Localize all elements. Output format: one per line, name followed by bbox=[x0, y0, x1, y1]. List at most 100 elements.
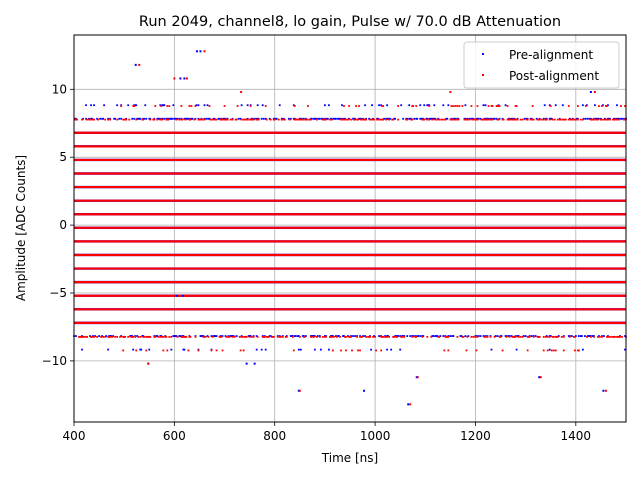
post-alignment-point bbox=[476, 118, 479, 121]
pre-alignment-point bbox=[175, 294, 178, 297]
pre-alignment-point bbox=[261, 104, 264, 107]
post-alignment-point bbox=[621, 335, 623, 338]
pre-alignment-point bbox=[333, 117, 335, 120]
post-alignment-point bbox=[519, 335, 522, 338]
post-alignment-point bbox=[240, 118, 243, 121]
post-alignment-point bbox=[109, 118, 112, 121]
post-alignment-point bbox=[248, 118, 251, 121]
post-alignment-point bbox=[613, 335, 615, 338]
post-alignment-point bbox=[498, 105, 501, 107]
post-alignment-point bbox=[585, 335, 588, 338]
pre-alignment-point bbox=[213, 335, 216, 337]
post-alignment-point bbox=[550, 349, 553, 352]
pre-alignment-point bbox=[549, 335, 552, 337]
post-alignment-point bbox=[514, 335, 517, 338]
post-alignment-point bbox=[97, 118, 99, 121]
pre-alignment-point bbox=[311, 335, 314, 337]
pre-alignment-point bbox=[334, 117, 336, 120]
pre-alignment-point bbox=[256, 104, 259, 107]
post-alignment-point bbox=[549, 105, 552, 107]
pre-alignment-point bbox=[557, 335, 560, 337]
post-alignment-point bbox=[486, 118, 489, 121]
post-alignment-point bbox=[78, 335, 80, 338]
pre-alignment-point bbox=[602, 389, 605, 392]
x-tick-label: 400 bbox=[63, 429, 86, 443]
post-alignment-point bbox=[438, 335, 441, 338]
post-alignment-point bbox=[443, 349, 446, 352]
post-alignment-point bbox=[346, 118, 348, 121]
pre-alignment-point bbox=[530, 335, 533, 337]
post-alignment-point bbox=[256, 335, 259, 338]
post-alignment-point bbox=[576, 105, 579, 107]
post-alignment-point bbox=[618, 335, 620, 338]
pre-alignment-point bbox=[352, 117, 354, 120]
pre-alignment-point bbox=[550, 117, 553, 120]
post-alignment-point bbox=[318, 335, 321, 338]
legend-marker-post-alignment bbox=[482, 74, 484, 76]
post-alignment-point bbox=[197, 118, 200, 121]
pre-alignment-point bbox=[399, 348, 402, 351]
post-alignment-point bbox=[240, 335, 243, 338]
post-alignment-point bbox=[569, 118, 572, 121]
post-alignment-point bbox=[310, 335, 313, 338]
pre-alignment-point bbox=[580, 335, 583, 337]
post-alignment-point bbox=[194, 105, 197, 107]
post-alignment-point bbox=[248, 335, 251, 338]
pre-alignment-point bbox=[364, 104, 366, 107]
pre-alignment-point bbox=[304, 335, 307, 337]
post-alignment-point bbox=[491, 118, 494, 121]
post-alignment-point bbox=[548, 118, 551, 121]
post-alignment-point bbox=[329, 118, 331, 121]
post-alignment-point bbox=[235, 118, 238, 121]
pre-alignment-point bbox=[229, 335, 232, 337]
post-alignment-point bbox=[410, 118, 413, 121]
post-alignment-point bbox=[249, 118, 252, 121]
post-alignment-point bbox=[204, 335, 207, 338]
post-alignment-point bbox=[272, 118, 275, 121]
post-alignment-point bbox=[153, 335, 156, 338]
pre-alignment-point bbox=[447, 104, 450, 107]
pre-alignment-point bbox=[148, 117, 151, 120]
pre-alignment-point bbox=[287, 117, 290, 120]
pre-alignment-point bbox=[338, 117, 340, 120]
post-alignment-point bbox=[134, 335, 137, 338]
post-alignment-point bbox=[616, 335, 618, 338]
post-alignment-point bbox=[381, 118, 384, 121]
post-alignment-point bbox=[456, 118, 459, 121]
pre-alignment-point bbox=[90, 104, 92, 107]
pre-alignment-point bbox=[415, 376, 418, 379]
pre-alignment-point bbox=[587, 335, 590, 337]
pre-alignment-point bbox=[567, 335, 570, 337]
post-alignment-point bbox=[215, 118, 218, 121]
pre-alignment-point bbox=[135, 104, 138, 107]
pre-alignment-point bbox=[101, 335, 104, 337]
pre-alignment-point bbox=[507, 335, 510, 337]
post-alignment-point bbox=[457, 118, 460, 121]
post-alignment-point bbox=[309, 335, 312, 338]
post-alignment-point bbox=[344, 335, 346, 338]
post-alignment-point bbox=[512, 118, 515, 121]
pre-alignment-point bbox=[378, 104, 381, 107]
pre-alignment-point bbox=[574, 335, 577, 337]
post-alignment-point bbox=[507, 118, 510, 121]
post-alignment-point bbox=[470, 335, 473, 338]
pre-alignment-point bbox=[434, 335, 437, 337]
pre-alignment-point bbox=[433, 104, 436, 107]
pre-alignment-point bbox=[341, 104, 343, 107]
pre-alignment-point bbox=[82, 117, 84, 120]
post-alignment-point bbox=[306, 105, 309, 107]
post-alignment-point bbox=[423, 118, 426, 121]
post-alignment-point bbox=[428, 105, 431, 107]
post-alignment-point bbox=[375, 349, 377, 352]
pre-alignment-point bbox=[139, 348, 142, 351]
post-alignment-point bbox=[225, 118, 228, 121]
pre-alignment-point bbox=[222, 117, 225, 120]
pre-alignment-point bbox=[179, 77, 182, 80]
post-alignment-point bbox=[475, 118, 478, 121]
post-alignment-point bbox=[617, 335, 619, 338]
post-alignment-point bbox=[298, 335, 301, 338]
post-alignment-point bbox=[400, 335, 403, 338]
pre-alignment-point bbox=[386, 117, 389, 120]
pre-alignment-point bbox=[484, 104, 487, 107]
legend-label-pre-alignment: Pre-alignment bbox=[509, 48, 593, 62]
